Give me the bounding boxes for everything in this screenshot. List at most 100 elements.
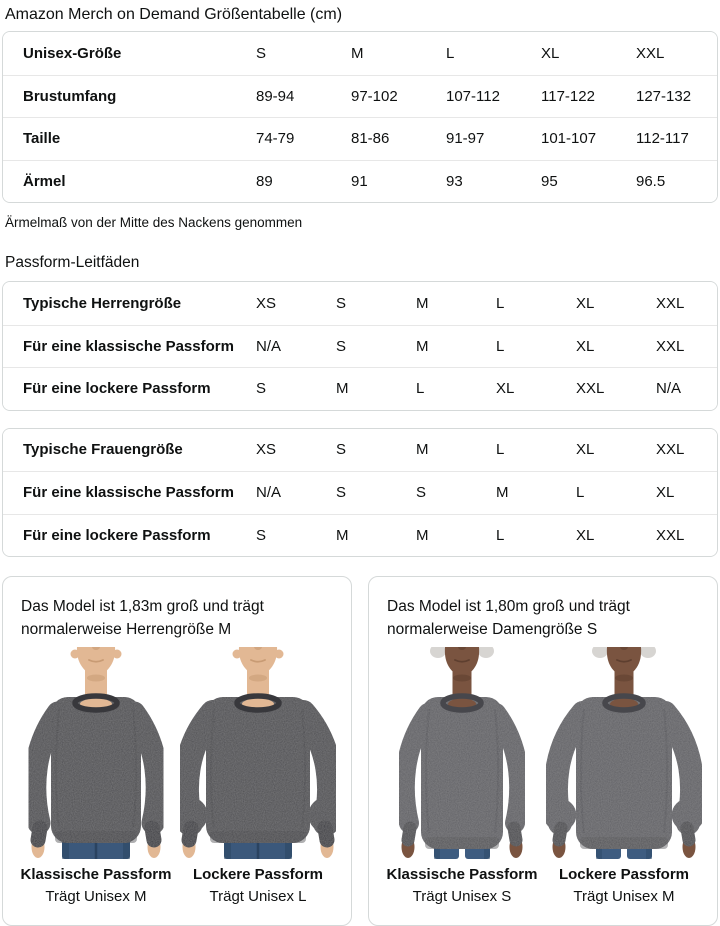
cell-value: S — [336, 294, 347, 312]
cell-value: 91-97 — [446, 130, 485, 148]
cell-value: 89 — [256, 172, 273, 190]
cell-value: XL — [576, 441, 595, 459]
model-card-women: Das Model ist 1,80m groß und trägt norma… — [368, 576, 718, 926]
cell-value: L — [446, 44, 455, 62]
size-worn-label: Trägt Unisex L — [209, 888, 307, 905]
table-row: Typische Frauengröße XS S M L XL XXL — [3, 428, 717, 471]
table-row: Typische Herrengröße XS S M L XL XXL — [3, 282, 717, 325]
cell-value: M — [336, 526, 349, 544]
cell-value: 74-79 — [256, 130, 295, 148]
cell-value: XS — [256, 294, 277, 312]
model-caption: Lockere Passform Trägt Unisex L — [180, 864, 336, 908]
cell-value: M — [351, 44, 364, 62]
model-caption: Klassische Passform Trägt Unisex S — [384, 864, 540, 908]
model-photos-row: Klassische Passform Trägt Unisex S — [381, 647, 705, 908]
cell-value: XXL — [656, 337, 685, 355]
cell-value: M — [416, 337, 429, 355]
model-photo-women-classic-fit — [384, 647, 540, 859]
table-row: Für eine klassische Passform N/A S S M L XL — [3, 471, 717, 514]
table-row: Für eine lockere Passform S M M L XL XXL — [3, 513, 717, 556]
cell-value: L — [496, 294, 505, 312]
table-row: Für eine lockere Passform S M L XL XXL N/A — [3, 367, 717, 410]
model-photo-men-loose-fit — [180, 647, 336, 859]
cell-value: N/A — [256, 337, 282, 355]
model-figure-women-loose: Lockere Passform Trägt Unisex M — [546, 647, 702, 908]
model-caption: Klassische Passform Trägt Unisex M — [18, 864, 174, 908]
cell-value: 95 — [541, 172, 558, 190]
fit-label: Lockere Passform — [192, 866, 324, 883]
row-label: Typische Herrengröße — [23, 294, 182, 312]
row-label: Für eine klassische Passform — [23, 337, 234, 355]
fit-label: Lockere Passform — [558, 866, 690, 883]
table-row: Brustumfang 89-94 97-102 107-112 117-122 127-… — [3, 74, 717, 117]
cell-value: S — [336, 441, 347, 459]
cell-value: 93 — [446, 172, 463, 190]
cell-value: L — [416, 380, 425, 398]
size-worn-label: Trägt Unisex M — [573, 888, 675, 905]
cell-value: XL — [541, 44, 560, 62]
model-figure-men-classic: Klassische Passform Trägt Unisex M — [18, 647, 174, 908]
cell-value: XXL — [656, 441, 685, 459]
table-row: Ärmel 89 91 93 95 96.5 — [3, 159, 717, 202]
cell-value: M — [416, 294, 429, 312]
model-description-men: Das Model ist 1,83m groß und trägt norma… — [21, 598, 264, 638]
cell-value: XL — [496, 380, 515, 398]
model-cards: Das Model ist 1,83m groß und trägt norma… — [2, 576, 718, 926]
cell-value: 96.5 — [636, 172, 666, 190]
cell-value: XXL — [656, 526, 685, 544]
cell-value: 101-107 — [541, 130, 597, 148]
cell-value: M — [336, 380, 349, 398]
cell-value: S — [336, 337, 347, 355]
cell-value: 97-102 — [351, 87, 398, 105]
row-label: Für eine lockere Passform — [23, 526, 211, 544]
table-row: Taille 74-79 81-86 91-97 101-107 112-117 — [3, 117, 717, 160]
cell-value: 89-94 — [256, 87, 295, 105]
cell-value: S — [256, 44, 267, 62]
row-label: Taille — [23, 130, 61, 148]
row-label: Brustumfang — [23, 87, 117, 105]
row-label: Typische Frauengröße — [23, 441, 183, 459]
cell-value: N/A — [256, 484, 282, 502]
cell-value: L — [496, 526, 505, 544]
cell-value: 117-122 — [541, 87, 595, 105]
model-card-men: Das Model ist 1,83m groß und trägt norma… — [2, 576, 352, 926]
row-label: Unisex-Größe — [23, 44, 122, 62]
cell-value: S — [256, 526, 267, 544]
row-label: Für eine klassische Passform — [23, 484, 234, 502]
model-caption: Lockere Passform Trägt Unisex M — [546, 864, 702, 908]
cell-value: XS — [256, 441, 277, 459]
cell-value: XL — [576, 526, 595, 544]
cell-value: XXL — [576, 380, 605, 398]
table-row: Für eine klassische Passform N/A S M L XL XXL — [3, 324, 717, 367]
fit-label: Klassische Passform — [386, 866, 538, 883]
model-figure-women-classic: Klassische Passform Trägt Unisex S — [384, 647, 540, 908]
cell-value: 81-86 — [351, 130, 390, 148]
cell-value: 127-132 — [636, 87, 692, 105]
fit-guides-heading: Passform-Leitfäden — [5, 254, 140, 271]
cell-value: L — [496, 441, 505, 459]
page-title: Amazon Merch on Demand Größentabelle (cm… — [5, 6, 343, 23]
cell-value: L — [496, 337, 505, 355]
model-photos-row: Klassische Passform Trägt Unisex M — [15, 647, 339, 908]
cell-value: XXL — [656, 294, 685, 312]
fit-guide-table-men: Typische Herrengröße XS S M L XL XXL Für eine k… — [2, 281, 718, 411]
cell-value: S — [256, 380, 267, 398]
cell-value: 112-117 — [636, 130, 689, 148]
cell-value: XL — [656, 484, 675, 502]
cell-value: 91 — [351, 172, 368, 190]
cell-value: M — [416, 441, 429, 459]
fit-guide-table-women: Typische Frauengröße XS S M L XL XXL Für eine k… — [2, 427, 718, 557]
cell-value: S — [336, 484, 347, 502]
row-label: Für eine lockere Passform — [23, 380, 211, 398]
size-worn-label: Trägt Unisex M — [45, 888, 147, 905]
model-photo-men-classic-fit — [18, 647, 174, 859]
fit-label: Klassische Passform — [20, 866, 172, 883]
model-description-women: Das Model ist 1,80m groß und trägt norma… — [387, 598, 630, 638]
table-row: Unisex-Größe S M L XL XXL — [3, 32, 717, 75]
cell-value: XXL — [636, 44, 665, 62]
cell-value: XL — [576, 337, 595, 355]
sleeve-measure-note: Ärmelmaß von der Mitte des Nackens genom… — [5, 215, 303, 230]
cell-value: XL — [576, 294, 595, 312]
cell-value: 107-112 — [446, 87, 500, 105]
